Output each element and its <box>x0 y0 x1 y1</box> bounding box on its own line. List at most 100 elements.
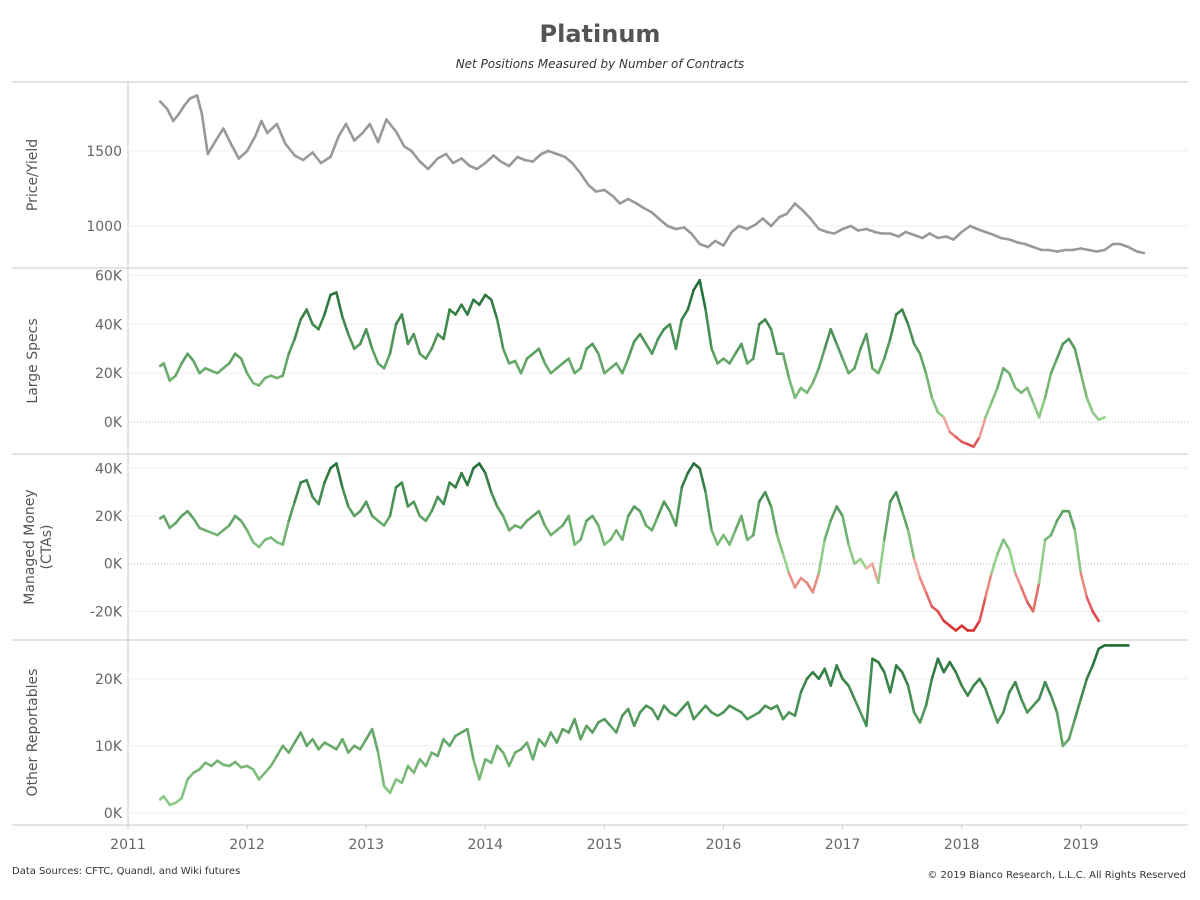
series-segment-other_reportables <box>960 684 970 697</box>
series-segment-other_reportables <box>1013 680 1023 701</box>
series-segment-price <box>952 230 964 241</box>
series-segment-large_specs <box>734 342 743 356</box>
series-segment-price <box>761 217 773 228</box>
series-segment-price <box>344 122 356 142</box>
series-segment-other_reportables <box>817 667 827 681</box>
series-segment-other_reportables <box>436 737 445 758</box>
series-segment-other_reportables <box>912 711 922 724</box>
series-segment-managed_money <box>483 471 493 494</box>
series-segment-other_reportables <box>472 757 481 781</box>
series-segment-other_reportables <box>692 711 702 721</box>
series-segment-large_specs <box>1091 411 1100 422</box>
series-segment-large_specs <box>865 332 874 370</box>
series-segment-other_reportables <box>626 707 636 728</box>
series-segment-price <box>666 224 678 231</box>
series-segment-price <box>265 122 279 135</box>
series-segment-other_reportables <box>388 778 398 795</box>
series-segment-other_reportables <box>442 737 451 748</box>
series-segment-managed_money <box>650 514 660 532</box>
x-tick-label: 2012 <box>229 837 265 853</box>
series-segment-price <box>984 230 996 237</box>
series-segment-managed_money <box>912 557 922 580</box>
series-segment-large_specs <box>579 347 588 370</box>
series-segment-other_reportables <box>424 751 434 768</box>
series-segment-price <box>904 230 916 237</box>
series-segment-large_specs <box>382 352 392 370</box>
series-segment-large_specs <box>704 308 713 351</box>
series-segment-managed_money <box>638 509 648 527</box>
series-segment-large_specs <box>430 332 440 351</box>
series-segment-large_specs <box>412 332 422 356</box>
series-segment-other_reportables <box>894 664 904 674</box>
series-segment-large_specs <box>769 327 779 356</box>
series-segment-managed_money <box>811 571 821 594</box>
series-segment-price <box>206 140 217 156</box>
series-segment-managed_money <box>978 595 987 623</box>
series-segment-other_reportables <box>781 711 791 721</box>
series-segment-managed_money <box>686 462 696 475</box>
series-segment-price <box>394 130 406 148</box>
series-segment-large_specs <box>751 322 761 360</box>
series-segment-price <box>1007 238 1020 244</box>
series-segment-other_reportables <box>507 751 517 768</box>
series-segment-other_reportables <box>186 771 195 781</box>
series-segment-other_reportables <box>251 768 261 781</box>
series-segment-price <box>368 122 380 144</box>
series-segment-other_reportables <box>1073 697 1083 721</box>
series-segment-managed_money <box>614 528 624 542</box>
series-segment-price <box>618 197 630 205</box>
series-segment-managed_money <box>871 562 880 585</box>
series-segment-managed_money <box>1085 595 1094 613</box>
series-segment-managed_money <box>1013 571 1023 589</box>
series-segment-other_reportables <box>966 684 975 697</box>
series-segment-price <box>547 149 559 156</box>
series-segment-other_reportables <box>1007 680 1017 694</box>
series-segment-price <box>444 152 455 165</box>
y-tick-label: 0K <box>104 557 123 573</box>
series-segment-large_specs <box>918 352 928 375</box>
series-segment-price <box>1118 242 1130 249</box>
series-segment-large_specs <box>1085 396 1094 414</box>
series-segment-price <box>897 230 908 238</box>
series-segment-price <box>436 152 448 160</box>
series-segment-managed_money <box>460 471 469 487</box>
series-segment-price <box>418 160 430 171</box>
series-segment-price <box>650 211 662 222</box>
series-segment-large_specs <box>912 342 922 356</box>
series-segment-other_reportables <box>948 660 958 674</box>
series-segment-price <box>230 143 241 160</box>
series-segment-other_reportables <box>1091 647 1100 667</box>
series-segment-managed_money <box>317 481 326 506</box>
series-segment-large_specs <box>740 342 749 365</box>
series-segment-managed_money <box>710 528 719 546</box>
series-segment-large_specs <box>763 318 773 331</box>
series-segment-other_reportables <box>632 711 642 728</box>
series-segment-managed_money <box>1067 509 1077 532</box>
series-segment-managed_money <box>668 509 678 527</box>
series-segment-large_specs <box>710 347 719 365</box>
series-segment-other_reportables <box>1067 717 1077 741</box>
series-segment-large_specs <box>972 435 981 449</box>
series-segment-other_reportables <box>579 724 588 741</box>
series-segment-large_specs <box>1007 371 1017 390</box>
y-tick-label: 40K <box>95 317 123 333</box>
series-segment-price <box>329 134 341 159</box>
series-segment-price <box>659 218 669 228</box>
series-segment-large_specs <box>888 313 898 341</box>
series-segment-large_specs <box>1025 386 1035 404</box>
series-segment-price <box>594 188 606 193</box>
series-segment-large_specs <box>781 352 791 380</box>
series-segment-other_reportables <box>477 757 487 781</box>
series-segment-large_specs <box>537 347 547 365</box>
series-segment-price <box>1047 248 1059 253</box>
series-segment-managed_money <box>597 524 606 546</box>
series-segment-other_reportables <box>1037 680 1047 701</box>
series-segment-large_specs <box>186 352 195 363</box>
series-segment-other_reportables <box>275 744 285 758</box>
series-segment-managed_money <box>501 514 511 532</box>
series-segment-managed_money <box>495 505 505 518</box>
series-segment-other_reportables <box>609 724 618 734</box>
series-segment-managed_money <box>805 581 815 594</box>
x-tick-label: 2017 <box>825 837 861 853</box>
series-segment-other_reportables <box>1085 664 1094 681</box>
